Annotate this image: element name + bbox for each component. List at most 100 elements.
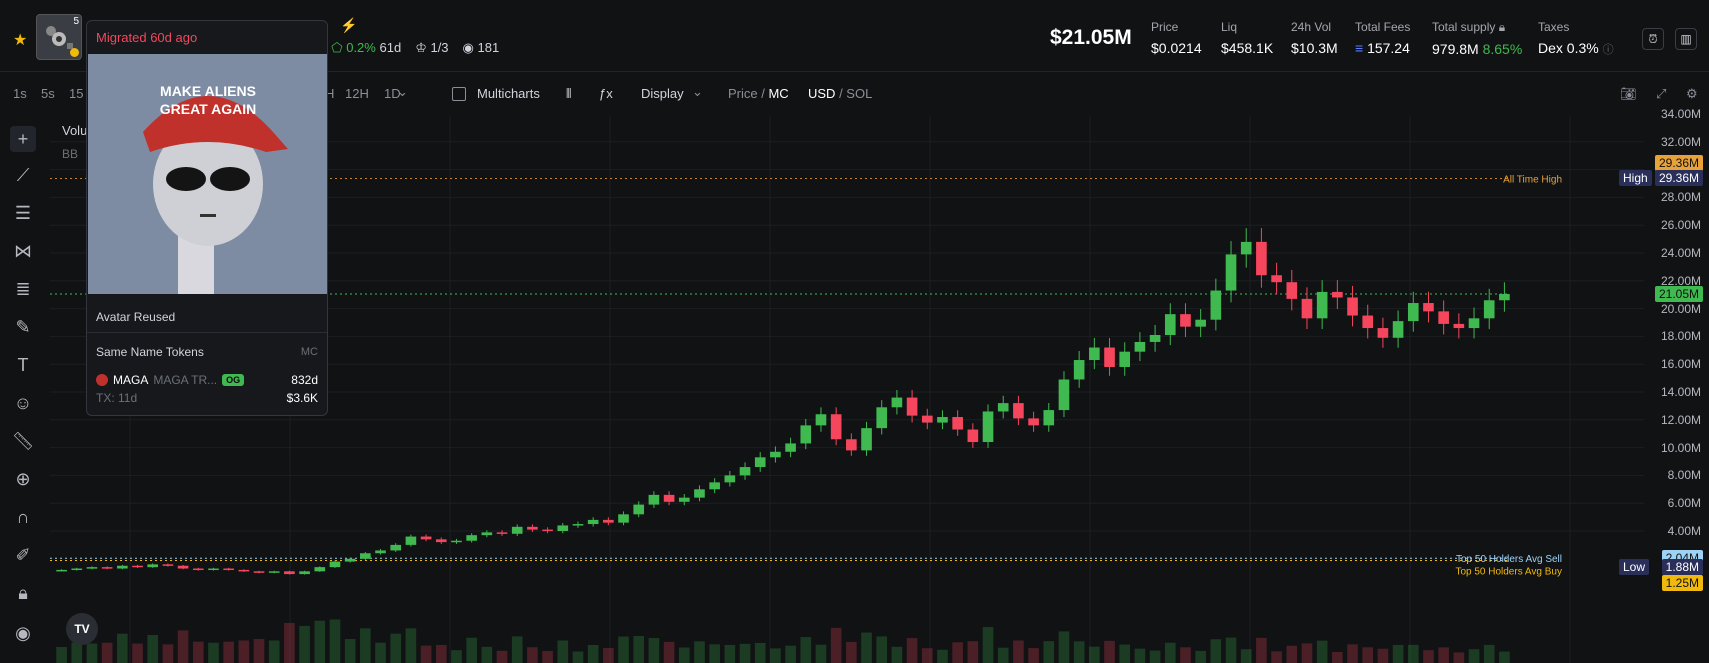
- pattern-icon[interactable]: ⋈: [14, 240, 32, 261]
- display-dropdown[interactable]: Display: [641, 86, 684, 101]
- volume-legend[interactable]: Volu: [62, 123, 88, 138]
- candle-body: [921, 415, 933, 423]
- tradingview-logo[interactable]: TV: [66, 613, 98, 645]
- volume-bar: [1256, 637, 1267, 663]
- settings-icon[interactable]: ⚙: [1686, 86, 1698, 101]
- volume-bar: [861, 632, 872, 663]
- candle-body: [1164, 314, 1176, 336]
- y-tick-label: 6.00M: [1667, 496, 1701, 511]
- stat-liq: Liq $458.1K: [1221, 20, 1274, 56]
- candle-body: [1377, 328, 1389, 338]
- brush-icon[interactable]: ✎: [15, 316, 31, 337]
- high-price-tag: 29.36M: [1654, 170, 1703, 187]
- multicharts-checkbox[interactable]: [452, 87, 466, 101]
- currency-toggle[interactable]: USD / SOL: [808, 86, 873, 101]
- trendline-icon[interactable]: ⟋: [16, 164, 30, 185]
- volume-bar: [435, 645, 447, 663]
- volume-bar: [329, 619, 341, 663]
- indicators-icon[interactable]: ƒx: [599, 86, 613, 101]
- bb-legend[interactable]: BB: [62, 147, 79, 161]
- volume-bar: [542, 651, 553, 663]
- candle-body: [1119, 351, 1131, 367]
- divider: [87, 332, 327, 333]
- display-chevron-icon[interactable]: ⌄: [692, 84, 703, 99]
- volume-bar: [466, 637, 477, 663]
- candle-body: [1180, 314, 1191, 327]
- magnet-icon[interactable]: ∩: [16, 506, 30, 527]
- interval-1d[interactable]: 1D: [384, 86, 401, 101]
- multicharts-label[interactable]: Multicharts: [477, 86, 540, 101]
- candle-body: [1240, 241, 1252, 255]
- volume-bar: [1195, 650, 1206, 663]
- candle-body: [101, 567, 113, 569]
- fullscreen-icon[interactable]: ⤢: [1656, 86, 1667, 101]
- mc-column-label: MC: [300, 346, 318, 358]
- eye-tool-icon[interactable]: ◉: [15, 622, 31, 643]
- token-avatar[interactable]: 5: [36, 14, 82, 60]
- solana-icon: ≡: [1355, 40, 1364, 56]
- interval-15[interactable]: 15: [69, 86, 84, 101]
- y-axis[interactable]: 34.00M32.00M30.00M28.00M26.00M24.00M22.0…: [1619, 107, 1709, 663]
- volume-bar: [1377, 648, 1389, 663]
- volume-bar: [162, 644, 174, 663]
- hat-text-1: MAKE ALIENS: [160, 83, 256, 99]
- candle-body: [861, 428, 872, 451]
- pen-lock-icon[interactable]: ✐: [15, 544, 31, 565]
- camera-icon[interactable]: 📷︎: [1620, 86, 1637, 101]
- emoji-icon[interactable]: ☺: [13, 392, 33, 413]
- ruler-icon[interactable]: 📏︎: [11, 430, 35, 451]
- crosshair-icon[interactable]: +: [10, 126, 36, 152]
- help-icon[interactable]: ⓘ: [1602, 44, 1614, 56]
- chef-hat-icon: ♔: [415, 40, 427, 55]
- sidebar-toggle-icon[interactable]: ▥: [1675, 28, 1697, 50]
- volume-bar: [1073, 641, 1085, 663]
- candle-body: [952, 417, 963, 430]
- volume-bar: [587, 645, 599, 663]
- volume-bar: [618, 636, 629, 663]
- chart-toolbar: 1s 5s 15 H 12H 1D ⌄ Multicharts ⫴ ƒx Dis…: [0, 78, 1709, 110]
- fib-icon[interactable]: ≣: [15, 278, 31, 299]
- price-chart[interactable]: All Time High Top 50 Holders Avg SellTop …: [50, 116, 1644, 663]
- candle-body: [1483, 300, 1495, 319]
- interval-5s[interactable]: 5s: [41, 86, 55, 101]
- candle-body: [1347, 297, 1358, 316]
- candle-body: [815, 414, 827, 426]
- candle-body: [618, 514, 629, 523]
- candle-body: [1468, 318, 1480, 329]
- candle-body: [739, 467, 751, 476]
- chevron-down-icon[interactable]: ⌄: [397, 84, 408, 99]
- avatar-reused-label: Avatar Reused: [96, 310, 176, 324]
- interval-h[interactable]: H: [325, 86, 335, 101]
- candle-body: [663, 494, 675, 502]
- price-mc-toggle[interactable]: Price / MC: [728, 86, 789, 101]
- same-token-age: 832d: [291, 373, 318, 387]
- candle-body: [405, 536, 417, 545]
- volume-bar: [1483, 644, 1495, 663]
- volume-bar: [496, 650, 508, 663]
- volume-bar: [1180, 647, 1191, 663]
- alarm-icon[interactable]: ⏰︎: [1642, 28, 1664, 50]
- interval-12h[interactable]: 12H: [345, 86, 369, 101]
- y-tick-label: 20.00M: [1660, 301, 1701, 316]
- star-icon[interactable]: ★: [13, 32, 28, 49]
- same-token-row[interactable]: MAGA MAGA TR... OG: [96, 373, 245, 387]
- volume-bar: [344, 639, 356, 663]
- candle-body: [1104, 347, 1115, 367]
- volume-bar: [268, 640, 280, 663]
- y-tick-label: 4.00M: [1667, 524, 1701, 538]
- volume-bar: [177, 630, 189, 663]
- volume-bar: [1134, 648, 1146, 663]
- volume-bar: [1347, 644, 1358, 663]
- candle-body: [800, 425, 812, 444]
- candle-type-icon[interactable]: ⫴: [566, 86, 572, 101]
- lock-tool-icon[interactable]: 🔒︎: [18, 582, 28, 603]
- horizontal-lines-icon[interactable]: ☰: [14, 202, 32, 223]
- current-price-tag: 21.05M: [1654, 286, 1703, 302]
- interval-1s[interactable]: 1s: [13, 86, 27, 101]
- volume-bar: [785, 645, 796, 663]
- zoom-icon[interactable]: ⊕: [15, 468, 31, 489]
- candle-body: [997, 403, 1009, 412]
- volume-bar: [1089, 646, 1100, 663]
- volume-bar: [1104, 640, 1115, 663]
- text-icon[interactable]: T: [17, 354, 29, 375]
